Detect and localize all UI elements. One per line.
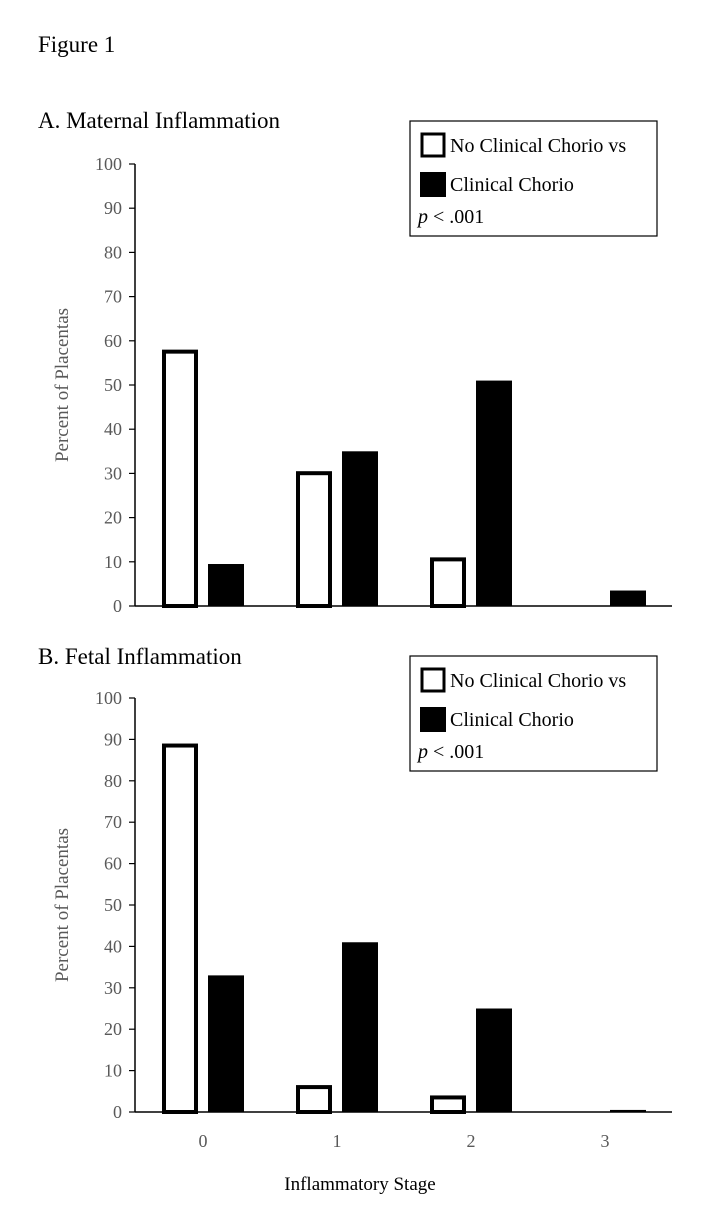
bar bbox=[162, 743, 198, 1114]
y-tick-label: 0 bbox=[113, 596, 122, 616]
bar bbox=[342, 451, 378, 606]
legend-p-value: p < .001 bbox=[416, 741, 484, 763]
chart-panel-a: 0 10 20 30 40 50 60 70 80 90 100 Percent of Placent… bbox=[52, 120, 672, 616]
bar bbox=[476, 380, 512, 606]
legend-swatch-clinical bbox=[420, 707, 446, 732]
x-tick-label: 3 bbox=[601, 1131, 610, 1151]
y-axis-title: Percent of Placentas bbox=[52, 828, 73, 982]
y-tick-label: 100 bbox=[95, 154, 122, 174]
legend-p-value: p < .001 bbox=[416, 206, 484, 228]
bar bbox=[162, 349, 198, 609]
x-axis-title: Inflammatory Stage bbox=[284, 1174, 436, 1195]
legend-box bbox=[409, 655, 658, 772]
bar bbox=[296, 471, 332, 608]
y-tick-label: 10 bbox=[104, 552, 122, 572]
x-tick-label: 0 bbox=[199, 1131, 208, 1151]
bar bbox=[610, 1109, 646, 1112]
y-tick-label: 20 bbox=[104, 1019, 122, 1039]
y-axis-title: Percent of Placentas bbox=[52, 308, 73, 462]
legend-swatch-clinical bbox=[420, 172, 446, 197]
bar bbox=[430, 1095, 466, 1114]
bar bbox=[430, 557, 466, 609]
legend-label: Clinical Chorio bbox=[450, 709, 574, 731]
x-tick-label: 1 bbox=[333, 1131, 342, 1151]
y-tick-label: 30 bbox=[104, 463, 122, 483]
y-tick-label: 90 bbox=[104, 198, 122, 218]
y-tick-label: 50 bbox=[104, 375, 122, 395]
legend-box bbox=[409, 120, 658, 237]
bar bbox=[342, 942, 378, 1112]
panel-a-title: A. Maternal Inflammation bbox=[38, 108, 281, 133]
y-tick-label: 10 bbox=[104, 1061, 122, 1081]
y-tick-label: 100 bbox=[95, 688, 122, 708]
y-tick-label: 70 bbox=[104, 287, 122, 307]
y-tick-label: 40 bbox=[104, 419, 122, 439]
y-tick-label: 80 bbox=[104, 771, 122, 791]
figure-label: Figure 1 bbox=[38, 32, 116, 57]
bar bbox=[208, 975, 244, 1112]
y-tick-label: 30 bbox=[104, 978, 122, 998]
y-tick-label: 70 bbox=[104, 812, 122, 832]
bar bbox=[476, 1008, 512, 1112]
legend-label: No Clinical Chorio vs bbox=[450, 135, 626, 157]
bar bbox=[610, 590, 646, 606]
y-tick-label: 80 bbox=[104, 242, 122, 262]
y-tick-label: 0 bbox=[113, 1102, 122, 1122]
legend-swatch-no-clinical bbox=[420, 132, 446, 158]
y-tick-label: 50 bbox=[104, 895, 122, 915]
y-tick-label: 40 bbox=[104, 936, 122, 956]
bar bbox=[296, 1085, 332, 1114]
y-tick-label: 60 bbox=[104, 854, 122, 874]
y-tick-label: 90 bbox=[104, 729, 122, 749]
x-tick-label: 2 bbox=[467, 1131, 476, 1151]
legend-label: No Clinical Chorio vs bbox=[450, 670, 626, 692]
panel-b-title: B. Fetal Inflammation bbox=[38, 644, 242, 669]
legend-label: Clinical Chorio bbox=[450, 174, 574, 196]
legend-swatch-no-clinical bbox=[420, 667, 446, 693]
y-tick-label: 60 bbox=[104, 331, 122, 351]
y-tick-label: 20 bbox=[104, 508, 122, 528]
bar bbox=[208, 564, 244, 606]
